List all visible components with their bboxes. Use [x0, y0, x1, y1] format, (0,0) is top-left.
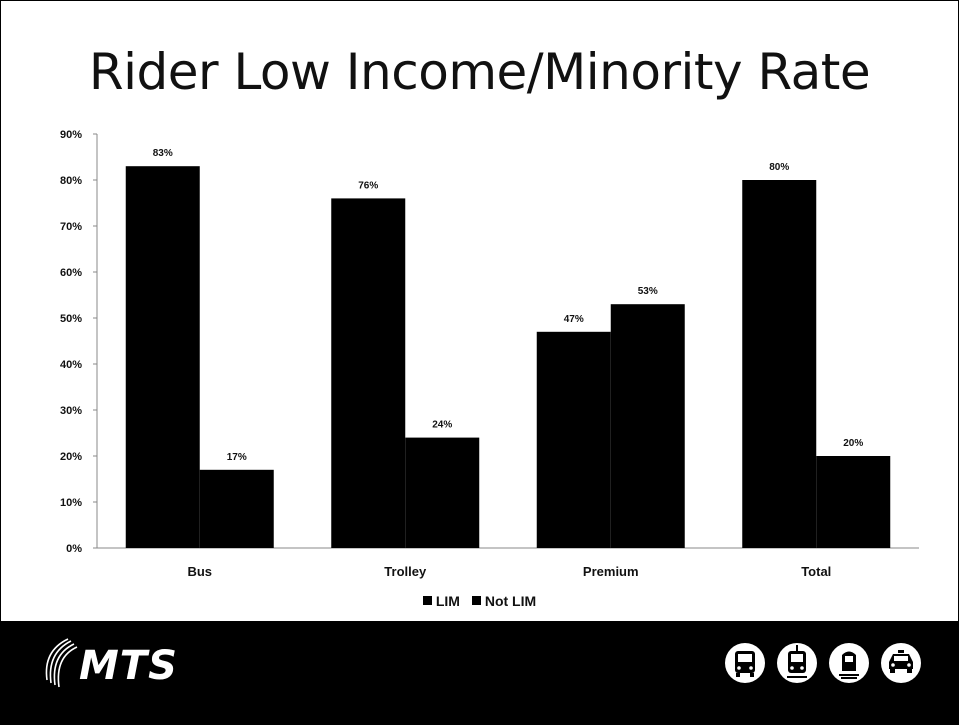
legend-label-not-lim: Not LIM	[484, 593, 537, 609]
y-tick-label: 0%	[66, 543, 82, 555]
y-tick-label: 10%	[60, 497, 82, 509]
legend-item-not-lim: Not LIM	[471, 593, 537, 609]
y-tick-label: 50%	[60, 313, 82, 325]
data-label: 47%	[564, 314, 584, 325]
trolley-icon	[777, 643, 817, 683]
data-label: 17%	[227, 452, 247, 463]
data-label: 83%	[153, 148, 173, 159]
train-icon	[829, 643, 869, 683]
mts-swirl-logo	[45, 638, 78, 688]
x-category-label: Bus	[187, 564, 212, 579]
bar-lim-premium	[536, 331, 611, 548]
logo-text: MTS	[79, 643, 178, 689]
bar-lim-trolley	[331, 198, 406, 548]
data-label: 24%	[432, 420, 452, 431]
data-label: 76%	[358, 180, 378, 191]
y-tick-label: 70%	[60, 221, 82, 233]
footer-bar: MTS	[1, 621, 958, 724]
legend: LIM Not LIM	[1, 593, 958, 609]
legend-label-lim: LIM	[435, 593, 460, 609]
y-tick-label: 30%	[60, 405, 82, 417]
legend-swatch-lim	[422, 596, 432, 605]
legend-item-lim: LIM	[422, 593, 460, 609]
y-tick-label: 40%	[60, 359, 82, 371]
bar-not-lim-bus	[199, 469, 274, 548]
y-tick-label: 20%	[60, 451, 82, 463]
x-category-label: Premium	[583, 564, 639, 579]
y-tick-label: 60%	[60, 267, 82, 279]
bar-not-lim-premium	[610, 304, 685, 548]
x-category-label: Trolley	[384, 564, 427, 579]
bar-not-lim-trolley	[405, 437, 480, 548]
legend-swatch-not-lim	[471, 596, 481, 605]
bar-lim-total	[742, 180, 817, 548]
data-label: 20%	[843, 438, 863, 449]
y-tick-label: 80%	[60, 175, 82, 187]
taxi-icon	[881, 643, 921, 683]
x-category-label: Total	[801, 564, 831, 579]
y-tick-label: 90%	[60, 129, 82, 141]
data-label: 80%	[769, 162, 789, 173]
bar-chart: 0% 10% 20% 30% 40% 50% 60% 70% 80% 90% 83% 17% Bus 76…	[60, 129, 919, 579]
chart-title: Rider Low Income/Minority Rate	[88, 43, 871, 101]
data-label: 53%	[638, 286, 658, 297]
bus-icon	[725, 643, 765, 683]
bar-not-lim-total	[816, 456, 891, 548]
bar-lim-bus	[125, 166, 200, 548]
